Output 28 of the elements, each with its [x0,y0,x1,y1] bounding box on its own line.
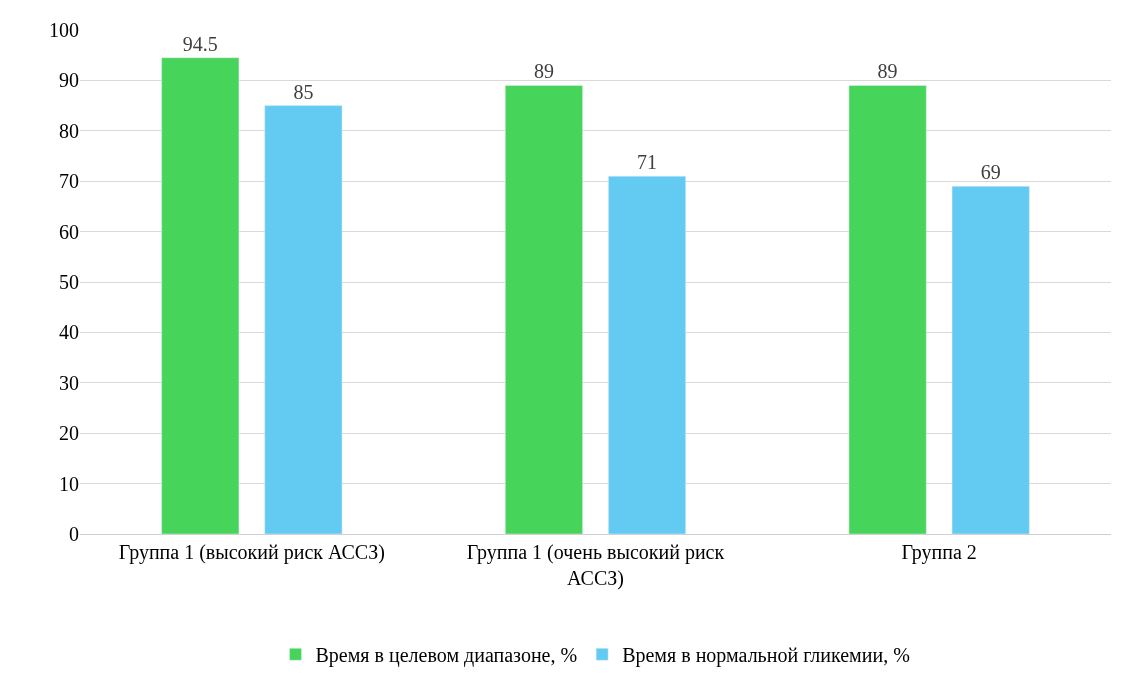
y-tick-label: 50 [59,271,79,293]
y-tick-label: 0 [69,523,79,545]
y-tick-label: 70 [59,170,79,193]
data-label: 71 [637,151,658,174]
data-label: 85 [293,80,314,103]
x-tick-label: Группа 1 (очень высокий риск АССЗ) [466,541,725,590]
bar [161,57,240,534]
y-tick-label: 40 [59,321,79,344]
bar [608,175,686,534]
y-tick-label: 20 [59,422,79,445]
data-label: 69 [980,161,1001,184]
data-label: 89 [877,60,898,83]
bar [848,85,927,534]
bar [505,85,583,534]
y-tick-label: 80 [59,119,79,142]
y-tick-label: 30 [59,371,79,394]
x-tick-label: Группа 2 [901,541,977,564]
bar [951,185,1030,534]
y-tick-label: 60 [59,220,79,243]
y-tick-label: 90 [59,69,79,92]
bar [264,105,343,534]
y-tick-label: 100 [49,19,79,41]
x-tick-label: Группа 1 (высокий риск АССЗ) [118,541,385,564]
legend-label: Время в нормальной гликемии, % [622,644,910,668]
y-tick-label: 10 [59,472,79,495]
legend-label: Время в целевом диапазоне, % [315,644,578,668]
data-label: 94.5 [182,32,218,55]
data-label: 89 [533,60,554,83]
